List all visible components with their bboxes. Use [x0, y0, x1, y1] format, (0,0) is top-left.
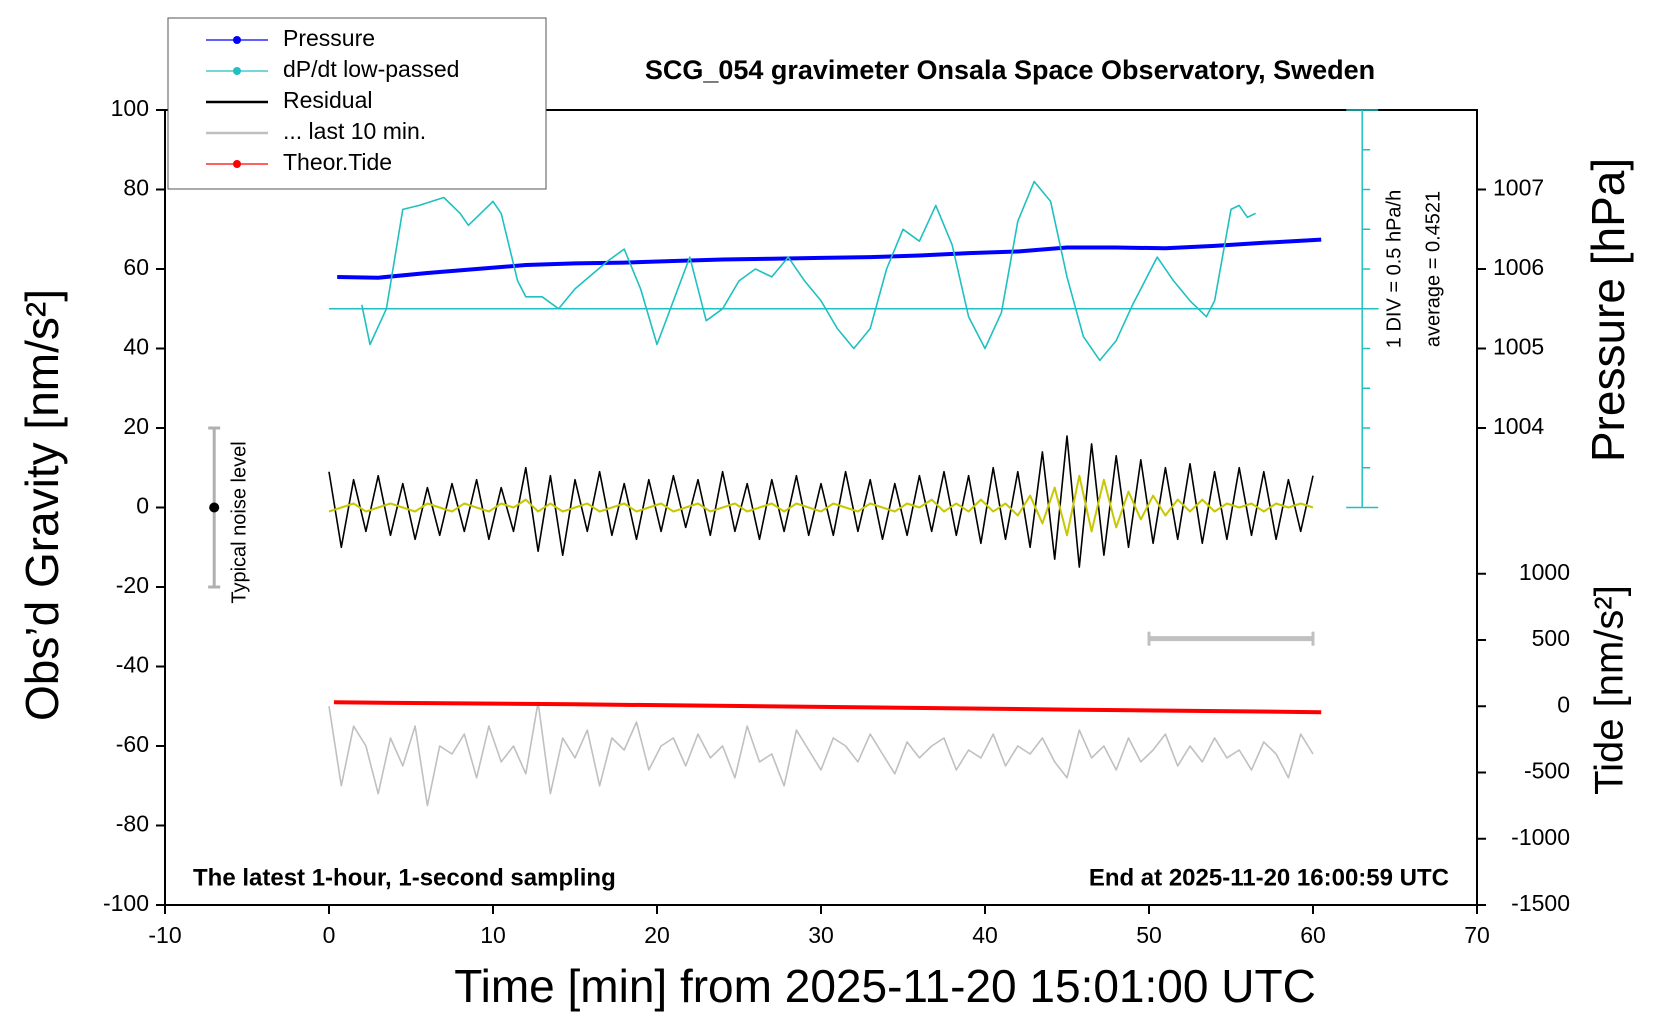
y2-tick-label: 1006: [1493, 254, 1544, 280]
legend-marker: [233, 36, 241, 44]
y-tick-label: -80: [116, 811, 149, 837]
x-tick-label: 10: [480, 922, 506, 948]
x-tick-label: 20: [644, 922, 670, 948]
y-tick-label: -20: [116, 572, 149, 598]
y-tick-label: -40: [116, 652, 149, 678]
series-line: [361, 180, 1256, 362]
x-tick-label: 0: [323, 922, 336, 948]
y2-axis-title: Pressure [hPa]: [1582, 158, 1634, 462]
note-left: The latest 1-hour, 1-second sampling: [193, 864, 616, 891]
x-axis-title: Time [min] from 2025-11-20 15:01:00 UTC: [454, 960, 1316, 1012]
x-tick-label: 70: [1464, 922, 1490, 948]
y-tick-label: 60: [123, 254, 149, 280]
legend-label: Theor.Tide: [283, 149, 392, 175]
series-line: [333, 700, 1322, 715]
dpdt-average-label: average = 0.4521: [1422, 191, 1444, 347]
y-tick-label: -60: [116, 731, 149, 757]
legend-label: Residual: [283, 87, 373, 113]
plot-frame: [164, 109, 1478, 906]
y-tick-label: 100: [111, 95, 149, 121]
x-tick-label: 30: [808, 922, 834, 948]
legend-marker: [233, 160, 241, 168]
y-tick-label: 0: [136, 493, 149, 519]
legend-marker: [233, 67, 241, 75]
legend-label: Pressure: [283, 25, 375, 51]
y-tick-label: 80: [123, 175, 149, 201]
y-tick-label: -100: [103, 890, 149, 916]
series-line: [328, 701, 1314, 807]
y2-tick-label: 1005: [1493, 334, 1544, 360]
y3-tick-label: 500: [1532, 625, 1570, 651]
y2-tick-label: 1007: [1493, 175, 1544, 201]
legend-box: [167, 17, 547, 190]
series-line: [328, 474, 1314, 537]
series-line: [337, 237, 1322, 280]
x-tick-label: 40: [972, 922, 998, 948]
x-tick-label: -10: [148, 922, 181, 948]
y3-axis-title: Tide [nm/s²]: [1588, 585, 1632, 795]
dpdt-scale-label: 1 DIV = 0.5 hPa/h: [1383, 190, 1405, 348]
y3-tick-label: -1500: [1511, 890, 1570, 916]
y3-tick-label: 0: [1557, 691, 1570, 717]
y3-tick-label: -1000: [1511, 824, 1570, 850]
legend-label: ... last 10 min.: [283, 118, 426, 144]
noise-label: Typical noise level: [228, 441, 250, 603]
x-tick-label: 50: [1136, 922, 1162, 948]
y-axis-title: Obs’d Gravity [nm/s²]: [16, 289, 68, 721]
y-tick-label: 40: [123, 334, 149, 360]
series-line: [328, 435, 1314, 568]
y2-tick-label: 1004: [1493, 413, 1544, 439]
chart-title: SCG_054 gravimeter Onsala Space Observat…: [645, 55, 1375, 85]
y3-tick-label: 1000: [1519, 559, 1570, 585]
legend-label: dP/dt low-passed: [283, 56, 459, 82]
x-tick-label: 60: [1300, 922, 1326, 948]
note-right: End at 2025-11-20 16:00:59 UTC: [1089, 864, 1449, 891]
y-tick-label: 20: [123, 413, 149, 439]
y3-tick-label: -500: [1524, 758, 1570, 784]
noise-bar-center: [209, 502, 220, 513]
